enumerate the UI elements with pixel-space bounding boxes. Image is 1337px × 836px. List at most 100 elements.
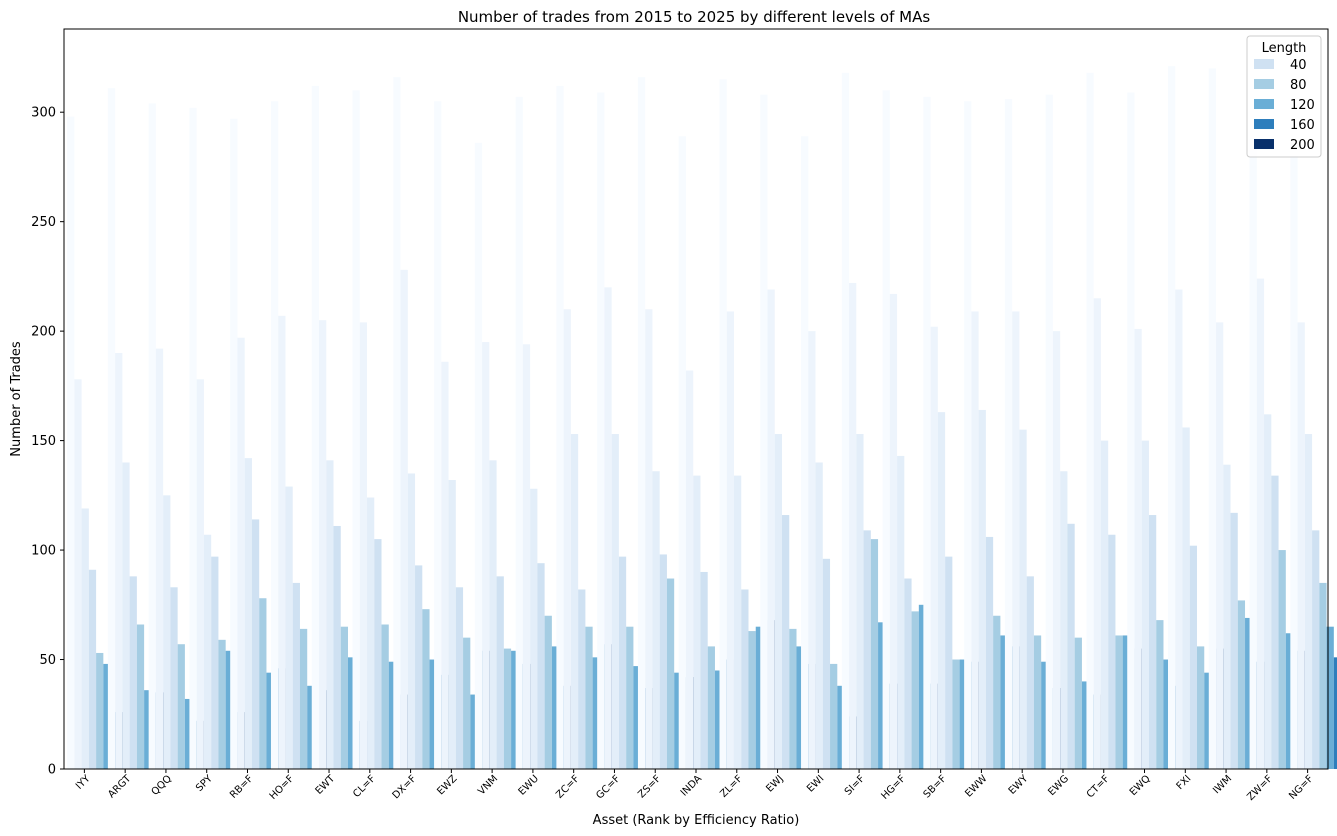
bar [1216,322,1224,769]
bar [918,604,927,769]
bar [482,342,490,769]
bar [326,460,334,769]
bar [937,412,946,769]
bar [959,659,967,769]
bar [170,587,178,769]
y-tick-label: 100 [31,544,56,559]
bar [930,326,938,769]
bar [626,626,634,769]
bar [340,626,348,769]
bar [1312,530,1320,769]
bar [155,348,164,769]
bar [585,626,593,769]
x-tick-label: RB=F [228,773,256,801]
bar [429,659,437,769]
bar [1271,475,1279,769]
bar [733,475,742,769]
x-tick-label: FXI [1175,773,1194,792]
bar [1081,681,1090,769]
bar [96,652,104,769]
bar [1067,523,1075,769]
bar [1168,66,1176,770]
x-tick-label: EWG [1046,773,1071,798]
bar [685,370,694,769]
bar [1297,322,1305,769]
bar [789,628,797,769]
bar [1148,515,1157,769]
bar [714,670,723,769]
bar [270,101,279,769]
bar [196,379,204,769]
bar [1127,92,1135,770]
bar [964,101,972,769]
x-tick-label: ARGT [106,773,134,801]
bar [923,96,931,770]
x-tick-label: HG=F [879,773,908,802]
legend-swatch [1254,119,1274,129]
y-axis-title: Number of Trades [9,341,24,457]
bar [570,434,579,769]
bar [1230,512,1238,769]
bar [856,434,864,769]
bar [489,460,497,769]
bar [515,96,523,770]
bar [863,530,871,769]
bar [719,79,727,770]
bar [1245,617,1253,769]
bar [618,556,627,769]
x-tick-label: EWY [1007,773,1031,797]
bar [882,90,890,770]
bar [448,480,456,769]
bar [496,576,504,769]
bar [700,571,708,769]
bar [741,589,749,769]
bar [1264,414,1272,769]
x-tick-label: EWJ [764,773,785,794]
x-tick-label: SI=F [843,773,868,798]
bar [1285,633,1294,769]
bar [122,462,130,769]
bar [203,534,212,769]
bar [945,556,953,769]
bar [1208,68,1217,769]
bar [189,107,197,769]
bar [1304,434,1313,769]
x-tick-label: DX=F [391,773,419,801]
bar [136,624,145,769]
legend-title: Length [1262,41,1307,56]
bar [285,486,293,769]
plot-frame [63,28,1329,770]
chart-title: Number of trades from 2015 to 2025 by di… [458,8,931,26]
bar [1012,311,1020,769]
bar [1115,635,1123,769]
x-tick-label: SPY [194,773,215,794]
bar [755,626,763,769]
bar [455,587,464,769]
bar [1000,635,1008,769]
bar [441,361,449,769]
bar [1093,298,1101,769]
bar [81,508,89,769]
legend-swatch [1254,79,1274,89]
x-tick-label: QQQ [150,773,175,798]
bar [470,694,478,769]
bar [1060,471,1068,769]
bar [841,72,850,770]
bar [544,615,552,769]
bar [163,495,171,769]
bar [659,554,667,769]
bar [359,322,368,769]
bar [978,409,986,769]
legend-swatch [1254,59,1274,69]
bar [474,142,483,770]
bar [1197,646,1205,769]
bar [278,315,286,769]
bar [551,646,560,769]
bar [985,536,994,769]
bar [1333,657,1337,769]
bars-group [67,66,1337,770]
bar [578,589,586,769]
bar [115,353,123,769]
bar [760,94,768,770]
legend-swatch [1254,99,1274,109]
